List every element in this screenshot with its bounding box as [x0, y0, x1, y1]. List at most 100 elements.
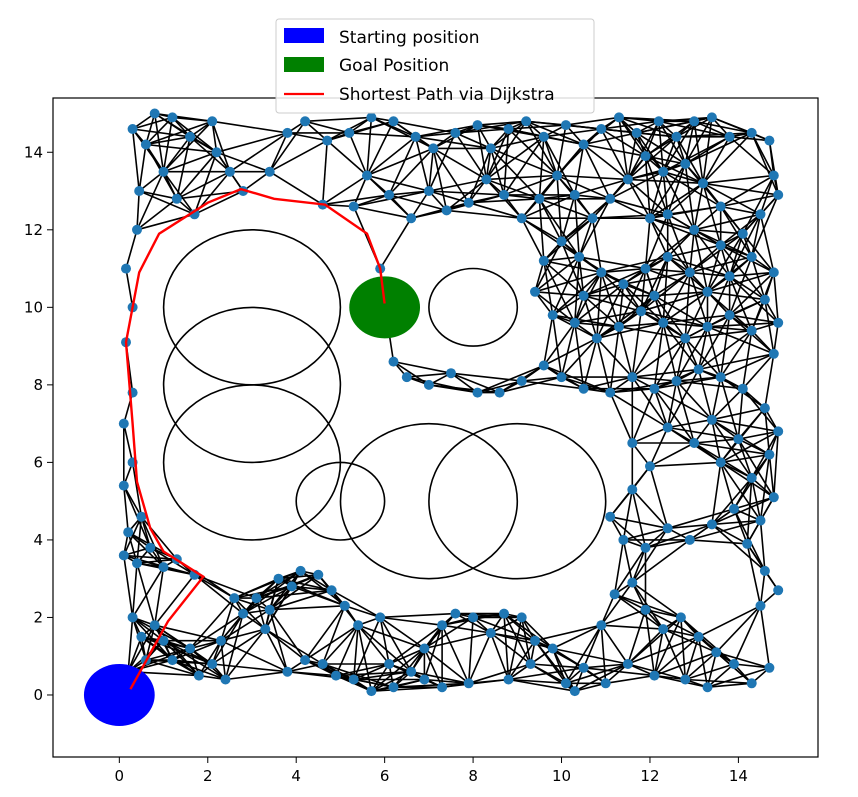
roadmap-edge — [423, 616, 474, 650]
roadmap-edge — [622, 539, 634, 583]
roadmap-edge — [490, 616, 523, 634]
roadmap-node — [689, 438, 700, 448]
roadmap-node — [348, 674, 359, 685]
roadmap-node — [746, 472, 757, 483]
roadmap-edge — [322, 624, 359, 665]
roadmap-edges — [123, 112, 779, 692]
roadmap-node — [706, 414, 717, 425]
roadmap-node — [618, 534, 629, 545]
roadmap-edge — [711, 496, 775, 526]
roadmap-edge — [256, 589, 332, 599]
roadmap-edge — [645, 267, 690, 274]
roadmap-edge — [711, 407, 766, 421]
roadmap-edge — [565, 663, 629, 685]
roadmap-edge — [353, 205, 412, 219]
roadmap-edge — [162, 120, 213, 173]
roadmap-edge — [764, 353, 775, 409]
roadmap-node — [715, 240, 726, 251]
roadmap-edge — [123, 485, 129, 533]
roadmap-edge — [609, 170, 664, 200]
roadmap-node — [675, 612, 686, 623]
roadmap-edge — [645, 229, 695, 270]
roadmap-edge — [759, 454, 771, 521]
roadmap-node — [640, 263, 651, 274]
roadmap-edge — [715, 605, 762, 653]
roadmap-edge — [578, 217, 594, 258]
roadmap-edge — [428, 178, 487, 192]
roadmap-edge — [189, 612, 244, 650]
roadmap-edge — [750, 214, 762, 258]
roadmap-edge — [366, 147, 434, 177]
roadmap-edge — [326, 139, 368, 177]
roadmap-edge — [486, 178, 540, 200]
roadmap-node — [764, 135, 775, 146]
roadmap-edge — [583, 267, 646, 297]
roadmap-edge — [352, 175, 368, 207]
roadmap-edge — [698, 605, 761, 638]
roadmap-node — [640, 604, 651, 615]
roadmap-edge — [746, 543, 762, 606]
y-tick-label: 2 — [33, 608, 43, 626]
roadmap-edge — [706, 245, 722, 293]
y-tick-label: 4 — [33, 531, 43, 549]
roadmap-edge — [353, 663, 390, 681]
roadmap-edge — [132, 128, 191, 138]
roadmap-edge — [225, 670, 288, 681]
roadmap-edge — [684, 636, 700, 680]
roadmap-node — [596, 620, 607, 631]
roadmap-edge — [534, 241, 563, 293]
roadmap-edge — [645, 608, 682, 619]
roadmap-edge — [521, 380, 584, 390]
roadmap-edge — [305, 116, 372, 123]
roadmap-edge — [610, 380, 677, 394]
roadmap-edge — [538, 136, 545, 199]
roadmap-edge — [123, 555, 134, 618]
roadmap-node — [485, 143, 496, 154]
roadmap-edge — [697, 369, 713, 420]
roadmap-node — [132, 558, 142, 569]
roadmap-node — [282, 666, 293, 677]
roadmap-edge — [521, 217, 562, 243]
roadmap-edge — [636, 132, 677, 138]
roadmap-edge — [675, 338, 687, 382]
roadmap-edge — [264, 570, 302, 630]
roadmap-node — [134, 186, 145, 196]
roadmap-edge — [414, 136, 430, 192]
roadmap-edge — [631, 527, 669, 584]
roadmap-edge — [508, 124, 566, 130]
roadmap-edge — [720, 330, 753, 378]
roadmap-edge — [719, 462, 735, 510]
roadmap-edge — [125, 229, 138, 269]
roadmap-edge — [503, 174, 558, 196]
roadmap-edge — [719, 376, 740, 440]
roadmap-edge — [693, 205, 722, 231]
roadmap-node — [158, 635, 169, 646]
roadmap-edge — [424, 678, 469, 685]
roadmap-edge — [485, 128, 510, 180]
roadmap-node — [282, 127, 293, 138]
roadmap-edge — [627, 616, 682, 665]
roadmap-edge — [662, 136, 730, 173]
roadmap-edge — [750, 194, 779, 258]
roadmap-node — [450, 127, 461, 138]
roadmap-edge — [667, 508, 735, 530]
roadmap-edge — [596, 338, 611, 393]
roadmap-edge — [689, 244, 722, 274]
roadmap-edge — [131, 462, 143, 517]
roadmap-edge — [631, 547, 647, 583]
roadmap-node — [715, 457, 726, 468]
roadmap-node — [706, 519, 717, 530]
roadmap-edge — [719, 245, 731, 277]
roadmap-edge — [194, 574, 257, 599]
roadmap-node — [136, 511, 147, 522]
roadmap-node — [317, 659, 328, 669]
roadmap-node — [614, 112, 624, 123]
roadmap-edge — [508, 678, 566, 685]
roadmap-edge — [557, 174, 628, 181]
roadmap-edge — [353, 678, 394, 688]
roadmap-edge — [415, 136, 491, 150]
roadmap-edge — [194, 574, 244, 615]
roadmap-edge — [675, 136, 704, 184]
roadmap-edge — [211, 121, 231, 172]
roadmap-edge — [658, 120, 686, 165]
